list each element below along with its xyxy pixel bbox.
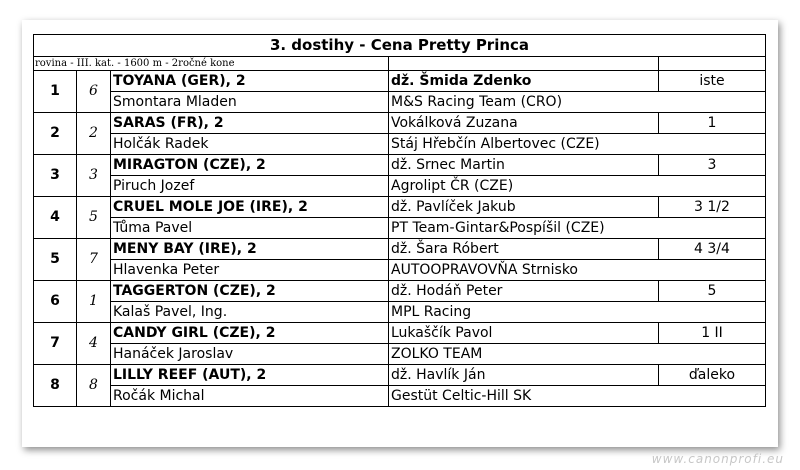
entry-row-sub: Tůma Pavel PT Team-Gintar&Pospíšil (CZE) <box>34 217 766 239</box>
jockey-name: dž. Pavlíček Jakub <box>388 196 659 218</box>
entry-row-sub: Hanáček Jaroslav ZOLKO TEAM <box>34 343 766 365</box>
entry-row-sub: Smontara Mladen M&S Racing Team (CRO) <box>34 91 766 113</box>
starting-number: 8 <box>76 364 111 407</box>
owner-name: PT Team-Gintar&Pospíšil (CZE) <box>388 217 766 239</box>
entry-row-sub: Kalaš Pavel, Ing. MPL Racing <box>34 301 766 323</box>
starting-number: 4 <box>76 322 111 365</box>
trainer-name: Ročák Michal <box>110 385 389 407</box>
race-info-empty-cell <box>388 56 659 71</box>
horse-name: MIRAGTON (CZE), 2 <box>110 154 389 176</box>
race-results-table: 3. dostihy - Cena Pretty Princa rovina -… <box>33 34 766 407</box>
starting-number: 1 <box>76 280 111 323</box>
trainer-name: Hanáček Jaroslav <box>110 343 389 365</box>
jockey-name: dž. Havlík Ján <box>388 364 659 386</box>
owner-name: MPL Racing <box>388 301 766 323</box>
margin: 3 <box>658 154 766 176</box>
finish-position: 8 <box>33 364 77 407</box>
trainer-name: Smontara Mladen <box>110 91 389 113</box>
jockey-name: dž. Šara Róbert <box>388 238 659 260</box>
owner-name: AUTOOPRAVOVŇA Strnisko <box>388 259 766 281</box>
entry-row-main: 2 2 SARAS (FR), 2 Vokálková Zuzana 1 <box>33 112 766 155</box>
starting-number: 2 <box>76 112 111 155</box>
jockey-name: dž. Hodáň Peter <box>388 280 659 302</box>
entry-row-main: 1 6 TOYANA (GER), 2 dž. Šmida Zdenko iste <box>33 70 766 113</box>
race-title: 3. dostihy - Cena Pretty Princa <box>33 34 766 57</box>
starting-number: 3 <box>76 154 111 197</box>
horse-name: TOYANA (GER), 2 <box>110 70 389 92</box>
horse-name: SARAS (FR), 2 <box>110 112 389 134</box>
trainer-name: Holčák Radek <box>110 133 389 155</box>
entry-row-sub: Piruch Jozef Agrolipt ČR (CZE) <box>34 175 766 197</box>
jockey-name: dž. Šmida Zdenko <box>388 70 659 92</box>
margin: 5 <box>658 280 766 302</box>
starting-number: 6 <box>76 70 111 113</box>
finish-position: 4 <box>33 196 77 239</box>
owner-name: Stáj Hřebčín Albertovec (CZE) <box>388 133 766 155</box>
owner-name: Gestüt Celtic-Hill SK <box>388 385 766 407</box>
horse-name: CRUEL MOLE JOE (IRE), 2 <box>110 196 389 218</box>
watermark: www.canonprofi.eu <box>651 452 784 466</box>
finish-position: 5 <box>33 238 77 281</box>
entry-row-sub: Holčák Radek Stáj Hřebčín Albertovec (CZE… <box>34 133 766 155</box>
entry-row-main: 8 8 LILLY REEF (AUT), 2 dž. Havlík Ján ďalek… <box>33 364 766 407</box>
owner-name: M&S Racing Team (CRO) <box>388 91 766 113</box>
jockey-name: Vokálková Zuzana <box>388 112 659 134</box>
race-info-empty-cell <box>658 56 766 71</box>
entry-row-main: 4 5 CRUEL MOLE JOE (IRE), 2 dž. Pavlíček Ja… <box>33 196 766 239</box>
entry-row-main: 6 1 TAGGERTON (CZE), 2 dž. Hodáň Peter 5 <box>33 280 766 323</box>
trainer-name: Hlavenka Peter <box>110 259 389 281</box>
horse-name: LILLY REEF (AUT), 2 <box>110 364 389 386</box>
entry-row-sub: Hlavenka Peter AUTOOPRAVOVŇA Strnisko <box>34 259 766 281</box>
finish-position: 1 <box>33 70 77 113</box>
race-info: rovina - III. kat. - 1600 m - 2ročné kon… <box>33 56 389 71</box>
finish-position: 3 <box>33 154 77 197</box>
horse-name: CANDY GIRL (CZE), 2 <box>110 322 389 344</box>
entry-row-main: 3 3 MIRAGTON (CZE), 2 dž. Srnec Martin 3 <box>33 154 766 197</box>
entry-row-sub: Ročák Michal Gestüt Celtic-Hill SK <box>34 385 766 407</box>
jockey-name: dž. Srnec Martin <box>388 154 659 176</box>
finish-position: 7 <box>33 322 77 365</box>
finish-position: 2 <box>33 112 77 155</box>
owner-name: Agrolipt ČR (CZE) <box>388 175 766 197</box>
margin: 1 <box>658 112 766 134</box>
starting-number: 7 <box>76 238 111 281</box>
starting-number: 5 <box>76 196 111 239</box>
owner-name: ZOLKO TEAM <box>388 343 766 365</box>
trainer-name: Piruch Jozef <box>110 175 389 197</box>
margin: iste <box>658 70 766 92</box>
horse-name: MENY BAY (IRE), 2 <box>110 238 389 260</box>
entry-row-main: 7 4 CANDY GIRL (CZE), 2 Lukaščík Pavol 1 II <box>33 322 766 365</box>
finish-position: 6 <box>33 280 77 323</box>
margin: 4 3/4 <box>658 238 766 260</box>
margin: ďaleko <box>658 364 766 386</box>
race-info-row: rovina - III. kat. - 1600 m - 2ročné kon… <box>33 56 766 71</box>
trainer-name: Tůma Pavel <box>110 217 389 239</box>
margin: 1 II <box>658 322 766 344</box>
trainer-name: Kalaš Pavel, Ing. <box>110 301 389 323</box>
horse-name: TAGGERTON (CZE), 2 <box>110 280 389 302</box>
margin: 3 1/2 <box>658 196 766 218</box>
entry-row-main: 5 7 MENY BAY (IRE), 2 dž. Šara Róbert 4 3/4 <box>33 238 766 281</box>
title-row: 3. dostihy - Cena Pretty Princa <box>33 34 766 57</box>
jockey-name: Lukaščík Pavol <box>388 322 659 344</box>
